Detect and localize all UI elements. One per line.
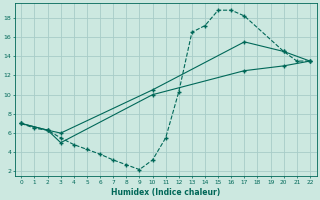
X-axis label: Humidex (Indice chaleur): Humidex (Indice chaleur) — [111, 188, 220, 197]
